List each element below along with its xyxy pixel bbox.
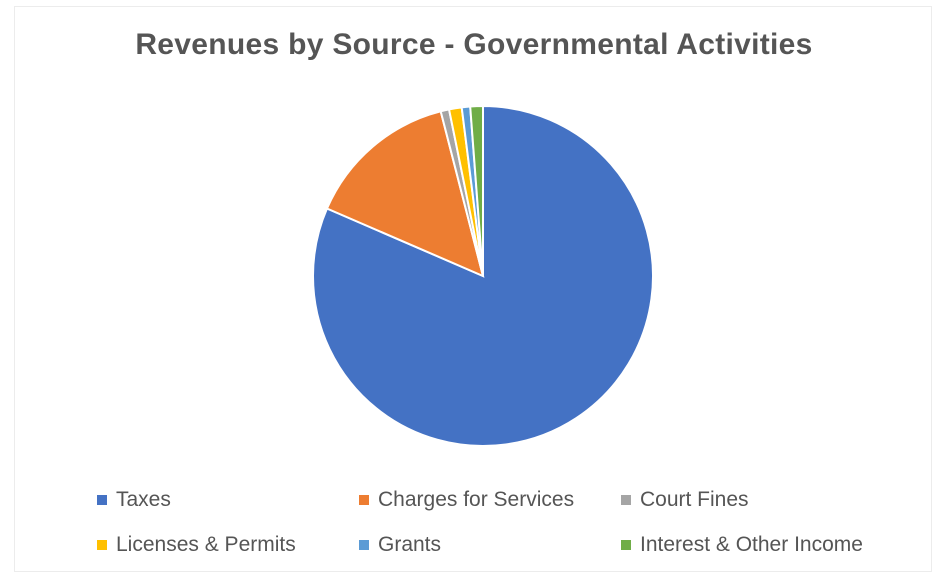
pie-slice-interest-other-income (469, 104, 484, 277)
pie-slice-charges-for-services (325, 110, 485, 278)
chart-title: Revenues by Source - Governmental Activi… (135, 28, 813, 61)
